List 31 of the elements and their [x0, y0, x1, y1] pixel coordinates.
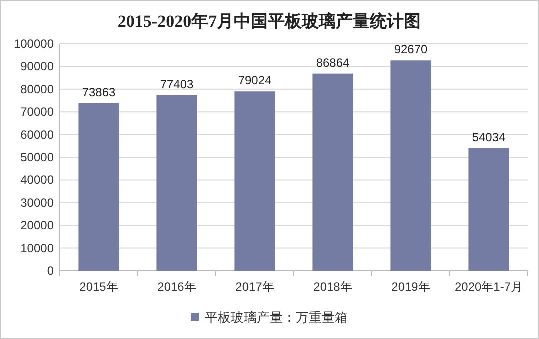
- y-tick-label: 10000: [20, 241, 54, 256]
- y-tick-label: 40000: [20, 173, 54, 188]
- data-label: 79024: [238, 74, 272, 88]
- bar: [78, 103, 120, 271]
- y-tick-label: 80000: [20, 82, 54, 96]
- x-tick-label: 2019年: [392, 280, 430, 294]
- x-tick-label: 2020年1-7月: [454, 280, 524, 294]
- y-tick-label: 90000: [20, 60, 54, 74]
- bar: [234, 92, 276, 271]
- data-label: 86864: [316, 56, 350, 70]
- y-tick-label: 0: [47, 264, 54, 278]
- y-tick-label: 100000: [14, 37, 54, 51]
- y-tick-label: 60000: [20, 128, 54, 142]
- x-tick-label: 2017年: [236, 280, 274, 294]
- data-label: 73863: [82, 85, 116, 100]
- data-label: 92670: [394, 42, 428, 57]
- y-tick-label: 70000: [20, 105, 54, 120]
- y-tick-label: 50000: [20, 150, 54, 164]
- chart-title: 2015-2020年7月中国平板玻璃产量统计图: [118, 12, 422, 31]
- data-label: 77403: [160, 77, 194, 92]
- data-label: 54034: [472, 130, 506, 144]
- x-tick-label: 2018年: [314, 280, 352, 294]
- bar: [468, 148, 510, 271]
- x-tick-label: 2016年: [158, 280, 196, 294]
- y-tick-label: 20000: [20, 218, 54, 233]
- y-tick-label: 30000: [20, 196, 54, 210]
- bar: [312, 74, 354, 271]
- bar: [156, 95, 198, 271]
- bar: [390, 60, 432, 271]
- x-tick-label: 2015年: [80, 280, 118, 294]
- legend-label: 平板玻璃产量：万重量箱: [205, 310, 348, 325]
